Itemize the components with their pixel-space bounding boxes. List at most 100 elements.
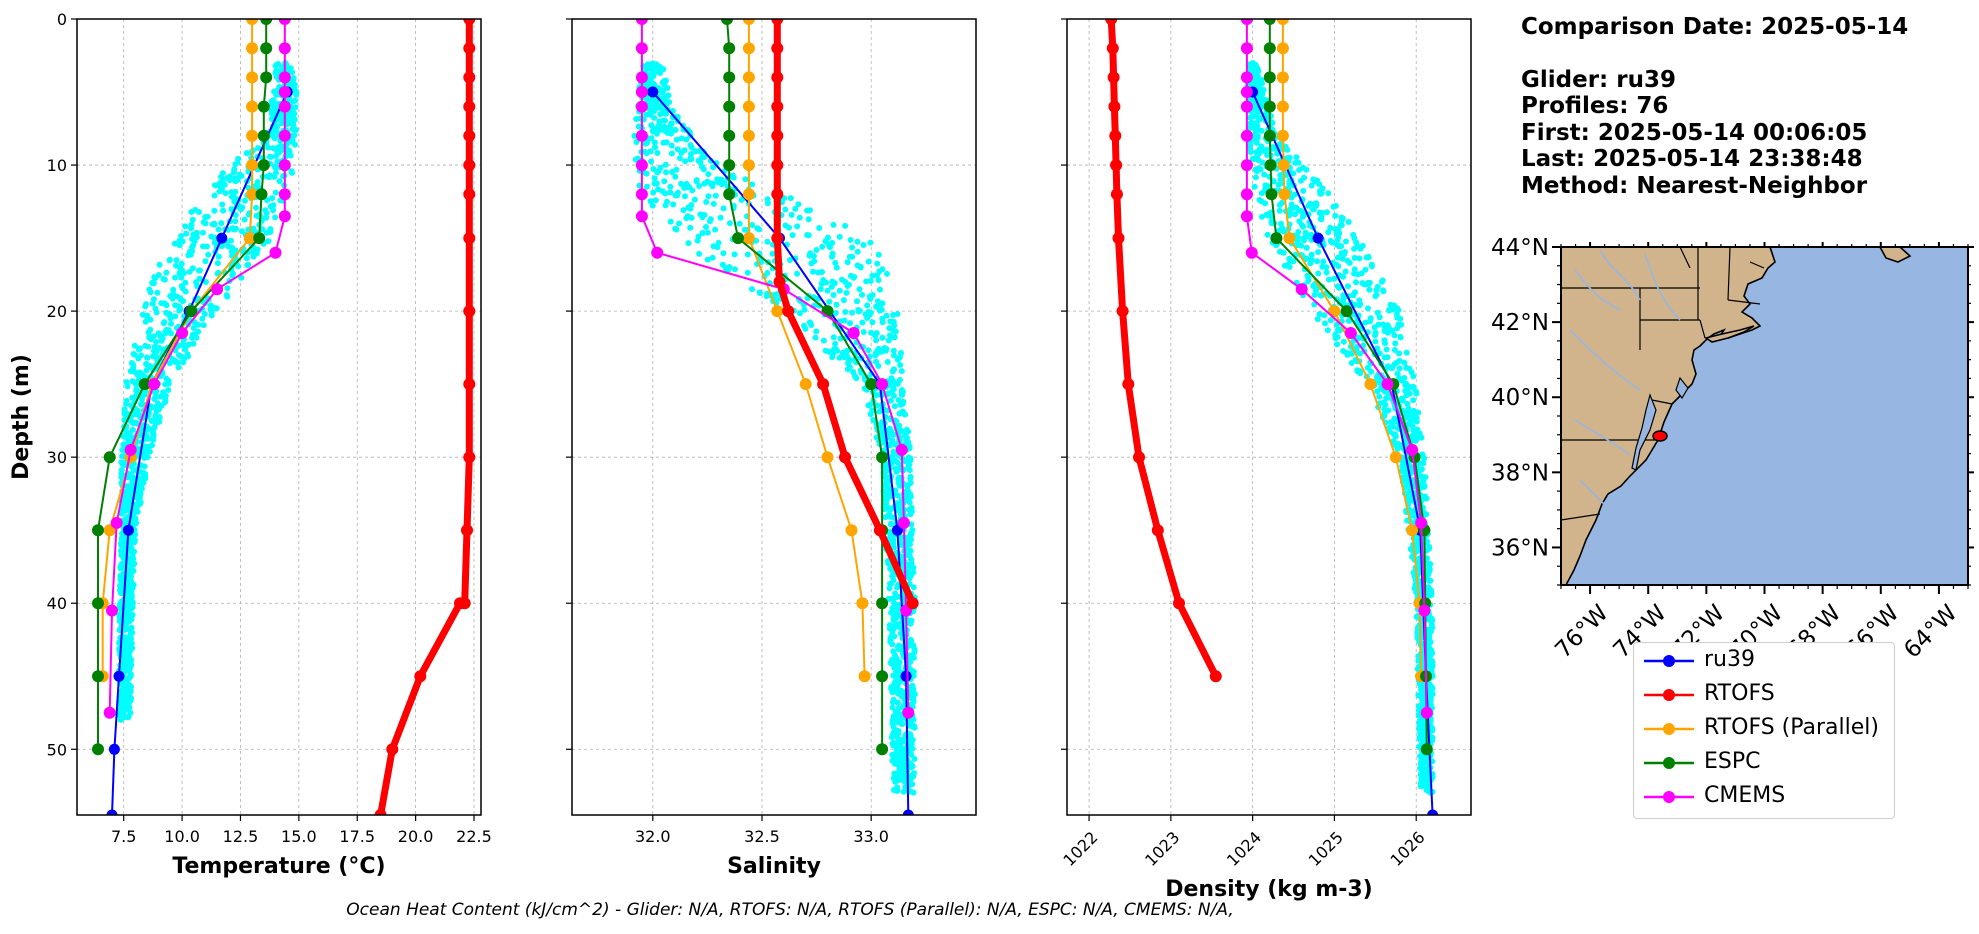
glider-scatter-point bbox=[1249, 119, 1255, 126]
series-point-rtofs-parallel- bbox=[821, 451, 834, 464]
glider-scatter-point bbox=[887, 442, 893, 449]
glider-scatter-point bbox=[222, 190, 229, 197]
series-point-rtofs bbox=[463, 188, 476, 201]
series-point-espc bbox=[723, 188, 736, 201]
series-point-cmems bbox=[1240, 86, 1253, 98]
glider-scatter-point bbox=[889, 641, 896, 648]
series-point-rtofs-parallel- bbox=[1276, 19, 1289, 25]
glider-scatter-point bbox=[1303, 255, 1310, 262]
glider-scatter-point bbox=[749, 222, 756, 228]
glider-scatter-point bbox=[188, 221, 195, 228]
glider-scatter-point bbox=[650, 189, 657, 196]
glider-scatter-point bbox=[287, 65, 294, 72]
glider-scatter-point bbox=[729, 172, 736, 179]
glider-scatter-point bbox=[190, 325, 197, 332]
glider-scatter-point bbox=[819, 243, 826, 250]
series-point-cmems bbox=[1415, 516, 1428, 529]
glider-scatter-point bbox=[160, 346, 167, 353]
glider-scatter-point bbox=[272, 189, 279, 196]
glider-scatter-point bbox=[190, 340, 197, 347]
glider-scatter-point bbox=[1255, 165, 1262, 172]
series-point-espc bbox=[1263, 100, 1276, 113]
glider-scatter-point bbox=[1261, 171, 1268, 178]
glider-scatter-point bbox=[654, 169, 661, 176]
glider-scatter-point bbox=[1331, 275, 1338, 282]
glider-scatter-point bbox=[652, 197, 659, 204]
glider-scatter-point bbox=[1417, 753, 1423, 760]
glider-scatter-point bbox=[877, 286, 883, 293]
map-lat-label: 44°N bbox=[1491, 235, 1549, 261]
glider-scatter-point bbox=[176, 352, 182, 359]
glider-scatter-point bbox=[883, 477, 890, 484]
glider-scatter-point bbox=[1372, 293, 1379, 300]
glider-scatter-point bbox=[203, 243, 210, 250]
glider-scatter-point bbox=[1308, 182, 1315, 189]
glider-scatter-point bbox=[886, 429, 893, 436]
density-axis-label: Density (kg m-3) bbox=[1165, 877, 1373, 902]
glider-scatter-point bbox=[1247, 149, 1254, 156]
x-tick-label: 33.0 bbox=[853, 827, 889, 846]
glider-scatter-point bbox=[682, 193, 688, 200]
glider-scatter-point bbox=[188, 209, 195, 215]
glider-scatter-point bbox=[1298, 242, 1305, 249]
series-point-rtofs bbox=[463, 19, 476, 25]
glider-scatter-point bbox=[704, 178, 711, 185]
glider-scatter-point bbox=[208, 312, 215, 319]
y-tick-label: 50 bbox=[47, 740, 67, 759]
glider-scatter-point bbox=[1334, 341, 1341, 348]
series-point-rtofs bbox=[1105, 19, 1118, 25]
series-point-rtofs bbox=[386, 743, 399, 756]
glider-scatter-point bbox=[1380, 287, 1387, 294]
glider-scatter-point bbox=[172, 274, 179, 281]
salinity-panel: 32.0 32.5 33.0 bbox=[566, 18, 977, 846]
last-time: Last: 2025-05-14 23:38:48 bbox=[1521, 146, 1863, 172]
glider-scatter-point bbox=[830, 292, 837, 298]
glider-scatter-point bbox=[894, 623, 901, 630]
glider-scatter-point bbox=[701, 154, 708, 160]
glider-scatter-point bbox=[888, 595, 894, 602]
glider-scatter-point bbox=[265, 238, 272, 245]
glider-scatter-point bbox=[1427, 587, 1434, 594]
glider-scatter-point bbox=[270, 202, 277, 209]
glider-scatter-point bbox=[183, 230, 190, 237]
glider-scatter-point bbox=[684, 213, 691, 220]
glider-scatter-point bbox=[874, 298, 881, 305]
glider-scatter-point bbox=[652, 144, 659, 151]
glider-scatter-point bbox=[899, 776, 906, 783]
glider-scatter-point bbox=[715, 239, 722, 246]
glider-scatter-point bbox=[140, 469, 147, 476]
series-point-rtofs-parallel- bbox=[742, 19, 755, 25]
glider-scatter-point bbox=[129, 473, 136, 480]
x-tick-label: 22.5 bbox=[456, 827, 492, 846]
series-point-cmems bbox=[635, 86, 648, 98]
glider-scatter-point bbox=[1256, 197, 1263, 203]
glider-scatter-point bbox=[826, 298, 833, 305]
glider-scatter-point bbox=[1366, 279, 1373, 286]
glider-scatter-point bbox=[888, 520, 895, 527]
glider-scatter-point bbox=[845, 360, 852, 367]
glider-scatter-point bbox=[118, 560, 125, 567]
glider-scatter-point bbox=[1257, 115, 1264, 122]
glider-scatter-point bbox=[887, 513, 894, 520]
glider-scatter-point bbox=[807, 207, 813, 214]
glider-scatter-point bbox=[908, 751, 915, 758]
glider-scatter-point bbox=[219, 243, 226, 250]
density-panel: 1022 1023 1024 1025 1026 bbox=[1059, 18, 1472, 870]
glider-scatter-point bbox=[150, 436, 157, 443]
map-nova-scotia bbox=[1879, 247, 1912, 263]
glider-scatter-point bbox=[1341, 251, 1348, 258]
series-point-cmems bbox=[1240, 42, 1253, 55]
glider-scatter-point bbox=[1262, 182, 1269, 189]
glider-scatter-point bbox=[895, 730, 902, 737]
glider-scatter-point bbox=[1419, 692, 1425, 699]
glider-scatter-point bbox=[1418, 466, 1425, 473]
series-point-cmems bbox=[278, 188, 291, 201]
glider-scatter-point bbox=[123, 379, 130, 386]
glider-scatter-point bbox=[1304, 233, 1311, 240]
glider-scatter-point bbox=[869, 272, 876, 279]
glider-scatter-point bbox=[661, 178, 668, 185]
glider-scatter-point bbox=[1246, 125, 1253, 132]
series-point-cmems bbox=[1240, 19, 1253, 25]
glider-scatter-point bbox=[892, 615, 899, 622]
